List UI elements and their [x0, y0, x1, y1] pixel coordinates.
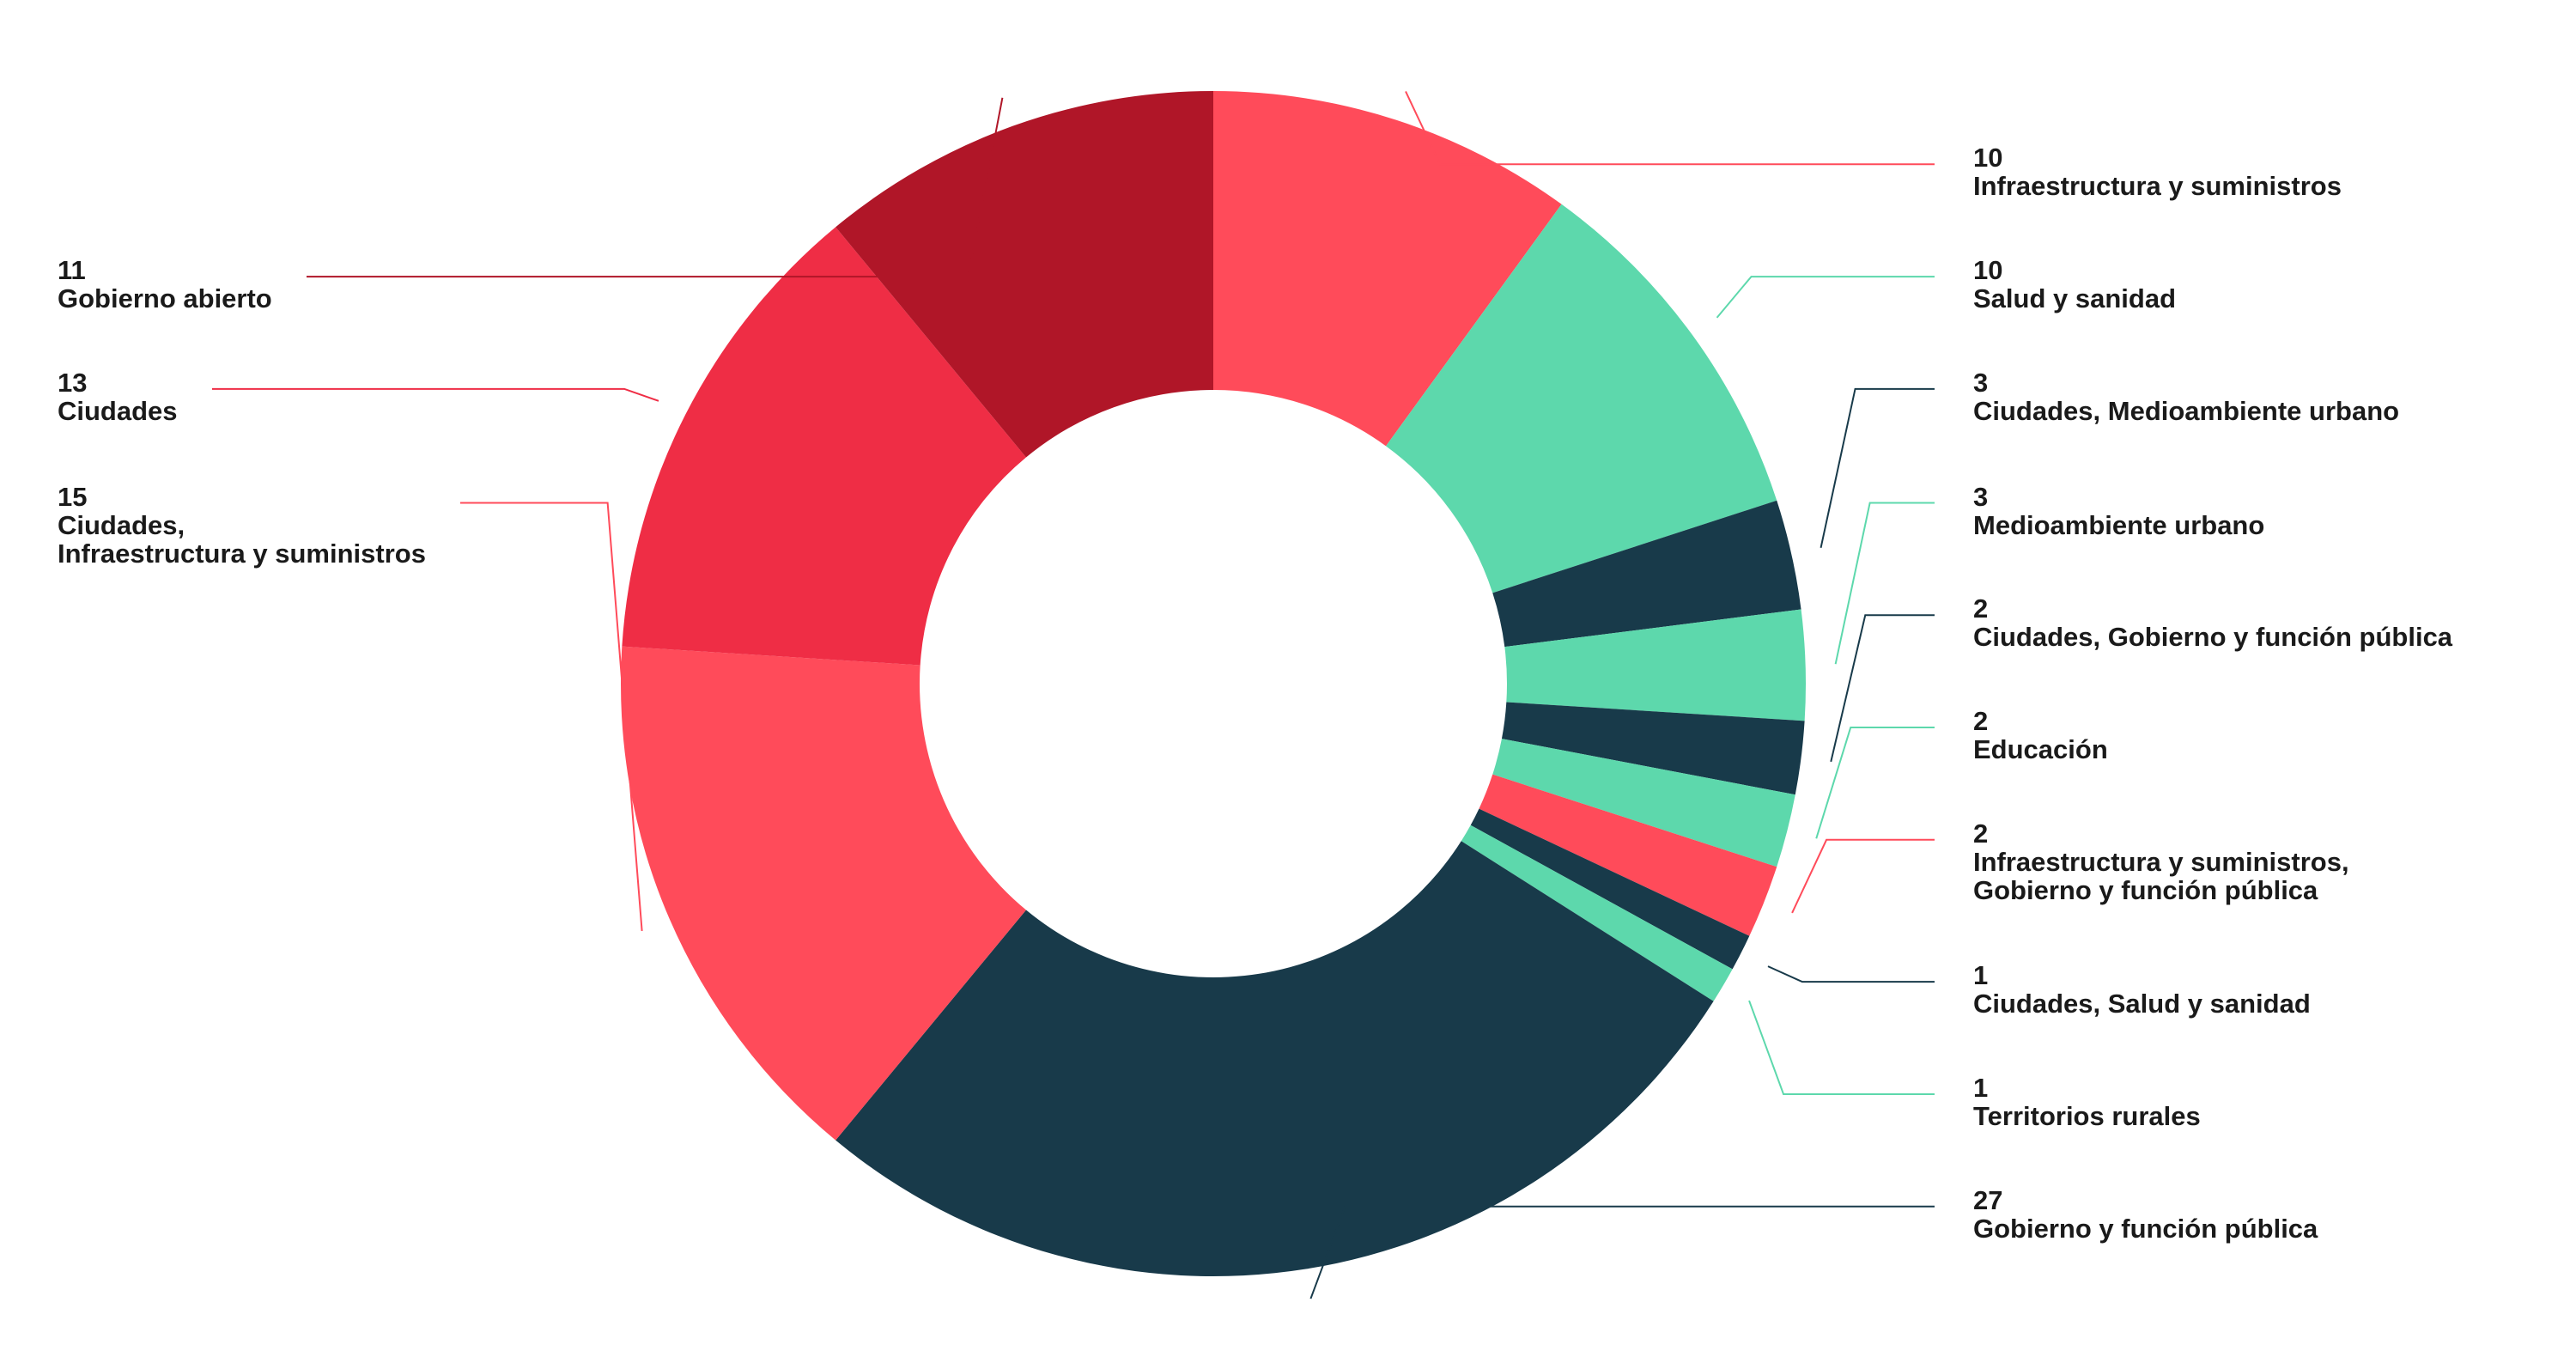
slice-label: 10 Salud y sanidad	[1973, 256, 2176, 313]
leader-line	[1716, 276, 1935, 319]
slice-value: 11	[58, 255, 86, 286]
slice-name: Educación	[1973, 734, 2108, 765]
slice-name: Gobierno abierto	[58, 283, 272, 314]
slice-value: 27	[1973, 1184, 2003, 1215]
slice	[1501, 702, 1805, 795]
slice-value: 2	[1973, 593, 1989, 624]
leader-line	[307, 97, 1004, 278]
slice	[835, 91, 1213, 458]
slice-value: 13	[58, 367, 88, 398]
leader-line	[1820, 387, 1935, 549]
slice-value: 2	[1973, 706, 1989, 737]
leader-line	[1309, 1205, 1935, 1299]
slice-name: Salud y sanidad	[1973, 283, 2177, 314]
slice-label: 10 Infraestructura y suministros	[1973, 143, 2342, 200]
slice	[1479, 774, 1777, 936]
slice-label: 1 Territorios rurales	[1973, 1074, 2201, 1130]
slice-name: Territorios rurales	[1973, 1100, 2201, 1131]
leader-line	[1791, 838, 1935, 914]
slice-label: 13 Ciudades	[58, 368, 178, 425]
leader-line	[1830, 614, 1935, 763]
slice-name: Infraestructura y suministros	[1973, 171, 2342, 202]
slice-label: 27 Gobierno y función pública	[1973, 1186, 2318, 1243]
leader-line	[1815, 727, 1935, 839]
slice-name: Ciudades, Salud y sanidad	[1973, 989, 2311, 1019]
slice-name: Ciudades, Gobierno y función pública	[1973, 622, 2453, 653]
slice-label: 11 Gobierno abierto	[58, 256, 272, 313]
slice-label: 1 Ciudades, Salud y sanidad	[1973, 961, 2311, 1018]
slice-label: 3 Medioambiente urbano	[1973, 483, 2264, 539]
leader-line	[460, 502, 643, 932]
slice-label: 2 Educación	[1973, 707, 2108, 764]
slice-name: Medioambiente urbano	[1973, 509, 2265, 540]
slice-value: 3	[1973, 481, 1989, 512]
slice-name: Infraestructura y suministros, Gobierno …	[1973, 846, 2349, 905]
slice-name: Gobierno y función pública	[1973, 1213, 2318, 1244]
leader-line	[1405, 91, 1935, 166]
slice	[1461, 825, 1733, 1001]
slice-value: 10	[1973, 143, 2003, 173]
slice-value: 15	[58, 481, 88, 512]
slice	[1492, 500, 1801, 648]
slice	[622, 227, 1027, 666]
slice-name: Ciudades, Medioambiente urbano	[1973, 395, 2400, 426]
leader-line	[1767, 965, 1935, 983]
slice-value: 3	[1973, 367, 1989, 398]
slice-value: 10	[1973, 255, 2003, 286]
slice-label: 15 Ciudades, Infraestructura y suministro…	[58, 483, 426, 568]
slice	[1504, 609, 1806, 721]
slice-name: Ciudades	[58, 395, 178, 426]
slice	[1492, 739, 1795, 867]
slice-value: 2	[1973, 818, 1989, 849]
slice-label: 3 Ciudades, Medioambiente urbano	[1973, 368, 2399, 425]
slice	[620, 646, 1027, 1141]
slice-name: Ciudades, Infraestructura y suministros	[58, 509, 426, 569]
slice	[1470, 808, 1750, 970]
leader-line	[1748, 1000, 1935, 1095]
slice-value: 1	[1973, 960, 1989, 991]
slice-label: 2 Infraestructura y suministros, Gobierno…	[1973, 819, 2349, 904]
slice	[1213, 91, 1562, 447]
slice	[835, 841, 1714, 1277]
slice-value: 1	[1973, 1072, 1989, 1103]
leader-line	[212, 387, 659, 402]
slice	[1386, 204, 1777, 593]
leader-line	[1834, 502, 1935, 665]
slice-label: 2 Ciudades, Gobierno y función pública	[1973, 594, 2452, 651]
